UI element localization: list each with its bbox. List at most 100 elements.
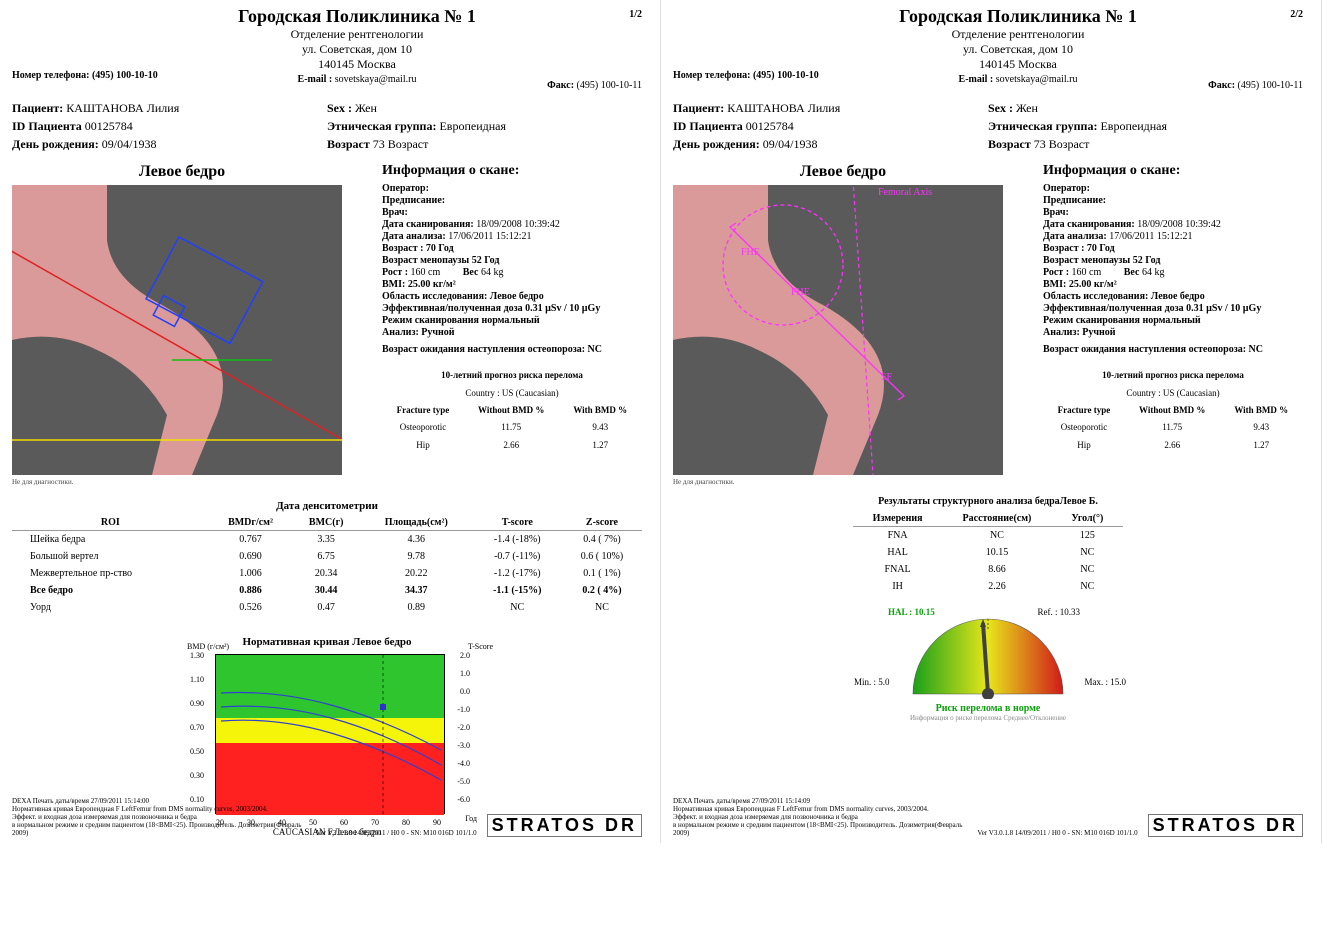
clinic-city: 140145 Москва — [212, 57, 502, 72]
norm-curve-mid — [221, 706, 441, 765]
patient-sex: Жен — [355, 101, 377, 115]
dens-row: Уорд0.5260.470.89NCNC — [12, 599, 642, 616]
dose: Эффективная/полученная доза 0.31 µSv / 1… — [382, 303, 600, 314]
risk-gauge: HAL : 10.15 Ref. : 10.33 Min. : 5.0 Max.… — [868, 609, 1108, 722]
gauge-ref: Ref. : 10.33 — [1038, 607, 1081, 617]
y-left-label: BMD (г/см²) — [187, 642, 229, 651]
hsa-table: Результаты структурного анализа бедраЛев… — [853, 496, 1124, 595]
fax-label: Факс: — [547, 80, 574, 91]
page-1: Номер телефона: (495) 100-10-10 Городска… — [0, 0, 661, 843]
y-left-tick: 0.30 — [190, 771, 204, 780]
fhe-label: FHE — [741, 247, 760, 258]
densitometry-table: Дата денситометрии ROIBMDг/см²BMC(г)Площ… — [12, 500, 642, 616]
femur-shape — [12, 185, 223, 475]
prescription-label: Предписание: — [382, 195, 445, 206]
region: Область исследования: Левое бедро — [382, 291, 544, 302]
analysis-date: 17/06/2011 15:12:21 — [448, 231, 531, 242]
diagnostic-note: Не для диагностики. — [12, 478, 352, 486]
gauge-max: Max. : 15.0 — [1085, 677, 1127, 687]
fracture-risk-table: 10-летний прогноз риска перелома Country… — [382, 365, 642, 455]
phone-block: Номер телефона: (495) 100-10-10 — [12, 6, 212, 81]
y-left-tick: 1.30 — [190, 651, 204, 660]
y-right-tick: -4.0 — [457, 759, 470, 768]
fracture-row: Osteoporotic11.759.43 — [384, 419, 640, 435]
clinic-name: Городская Поликлиника № 1 — [212, 6, 502, 27]
gauge-hal: HAL : 10.15 — [888, 607, 935, 617]
patient-age: 73 Возраст — [373, 137, 429, 151]
fax-value: (495) 100-10-11 — [577, 80, 642, 91]
dens-row: Шейка бедра0.7673.354.36-1.4 (-18%)0.4 (… — [12, 531, 642, 549]
footer-version: Ver V3.0.1.8 14/09/2011 / H0 0 - SN: M10… — [316, 829, 486, 837]
patient-point — [380, 704, 386, 710]
patient-ethnic: Европеидная — [439, 119, 506, 133]
scan-info: Информация о скане: Оператор: Предписани… — [352, 163, 642, 486]
dens-row: Большой вертел0.6906.759.78-0.7 (-11%)0.… — [12, 548, 642, 565]
hsa-row: FNANC125 — [853, 527, 1124, 545]
norm-curve-lower — [221, 720, 441, 780]
y-right-tick: -2.0 — [457, 723, 470, 732]
page-num-block: 1/2 Факс: (495) 100-10-11 — [502, 6, 642, 91]
dens-caption: Дата денситометрии — [12, 500, 642, 512]
dens-row: Межвертельное пр-ство1.00620.3420.22-1.2… — [12, 565, 642, 582]
y-right-tick: 2.0 — [460, 651, 470, 660]
patient-info: Пациент: КАШТАНОВА Лилия ID Пациента 001… — [12, 101, 642, 155]
sf-label: SF — [881, 372, 893, 383]
scan-image-hsa: Femoral Axis FHE FHE SF — [673, 185, 1003, 475]
scan-image — [12, 185, 342, 475]
y-right-tick: 0.0 — [460, 687, 470, 696]
gauge-min: Min. : 5.0 — [854, 677, 890, 687]
y-right-tick: -3.0 — [457, 741, 470, 750]
scan-date: 18/09/2008 10:39:42 — [476, 219, 560, 230]
page-2: Номер телефона: (495) 100-10-10 Городска… — [661, 0, 1322, 843]
hip-title: Левое бедро — [12, 163, 352, 181]
footer-line: Эффект. и входная доза измеряемая для по… — [12, 813, 316, 821]
hsa-caption: Результаты структурного анализа бедраЛев… — [853, 496, 1124, 507]
page-number: 1/2 — [629, 9, 642, 20]
clinic-addr: ул. Советская, дом 10 — [212, 42, 502, 57]
patient-name: КАШТАНОВА Лилия — [66, 101, 179, 115]
weight: 64 kg — [481, 267, 504, 278]
hsa-row: HAL10.15NC — [853, 544, 1124, 561]
scan-info-title: Информация о скане: — [382, 163, 642, 179]
y-right-tick: -5.0 — [457, 777, 470, 786]
footer-line: Нормативная кривая Европеидная F LeftFem… — [12, 805, 316, 813]
doctor-label: Врач: — [382, 207, 408, 218]
y-left-tick: 0.50 — [190, 747, 204, 756]
analysis-type: Анализ: Ручной — [382, 327, 455, 338]
email-label: E-mail : — [298, 74, 333, 85]
dens-row: Все бедро0.88630.4434.37-1.1 (-15%)0.2 (… — [12, 582, 642, 599]
footer-line: в нормальном режиме и средним пациентом … — [12, 821, 316, 837]
footer-logo: STRATOS DR — [487, 814, 642, 837]
footer-line: DEXA Печать даты/время 27/09/2011 15:14:… — [12, 797, 316, 805]
hsa-row: IH2.26NC — [853, 578, 1124, 595]
bmi: BMI: 25.00 кг/м² — [382, 279, 456, 290]
operator-label: Оператор: — [382, 183, 429, 194]
fracture-title: 10-летний прогноз риска перелома — [441, 370, 583, 380]
fhe-label-2: FHE — [791, 287, 810, 298]
y-left-tick: 0.90 — [190, 699, 204, 708]
osteo-wait: Возраст ожидания наступления остеопороза… — [382, 344, 602, 355]
age-at-scan: Возраст : 70 Год — [382, 243, 454, 254]
y-right-tick: 1.0 — [460, 669, 470, 678]
page-number: 2/2 — [1290, 9, 1303, 20]
y-left-tick: 1.10 — [190, 675, 204, 684]
clinic-block: Городская Поликлиника № 1 Отделение рент… — [212, 6, 502, 85]
scan-mode: Режим сканирования нормальный — [382, 315, 540, 326]
gauge-svg — [898, 609, 1078, 699]
hsa-row: FNAL8.66NC — [853, 561, 1124, 578]
femoral-axis-label: Femoral Axis — [878, 187, 932, 198]
email-value: sovetskaya@mail.ru — [335, 74, 417, 85]
footer: DEXA Печать даты/время 27/09/2011 15:14:… — [12, 797, 642, 837]
phone-value: (495) 100-10-10 — [92, 70, 158, 81]
y-right-tick: -1.0 — [457, 705, 470, 714]
fracture-country: Country : US (Caucasian) — [384, 385, 640, 401]
y-left-tick: 0.70 — [190, 723, 204, 732]
patient-dob: 09/04/1938 — [102, 137, 157, 151]
menopause-age: Возраст менопаузы 52 Год — [382, 255, 499, 266]
fracture-row: Hip2.661.27 — [384, 437, 640, 453]
clinic-dept: Отделение рентгенологии — [212, 27, 502, 42]
patient-id: 00125784 — [85, 119, 133, 133]
height: 160 cm — [411, 267, 441, 278]
y-right-label: T-Score — [468, 642, 493, 651]
norm-curve-upper — [221, 693, 441, 751]
